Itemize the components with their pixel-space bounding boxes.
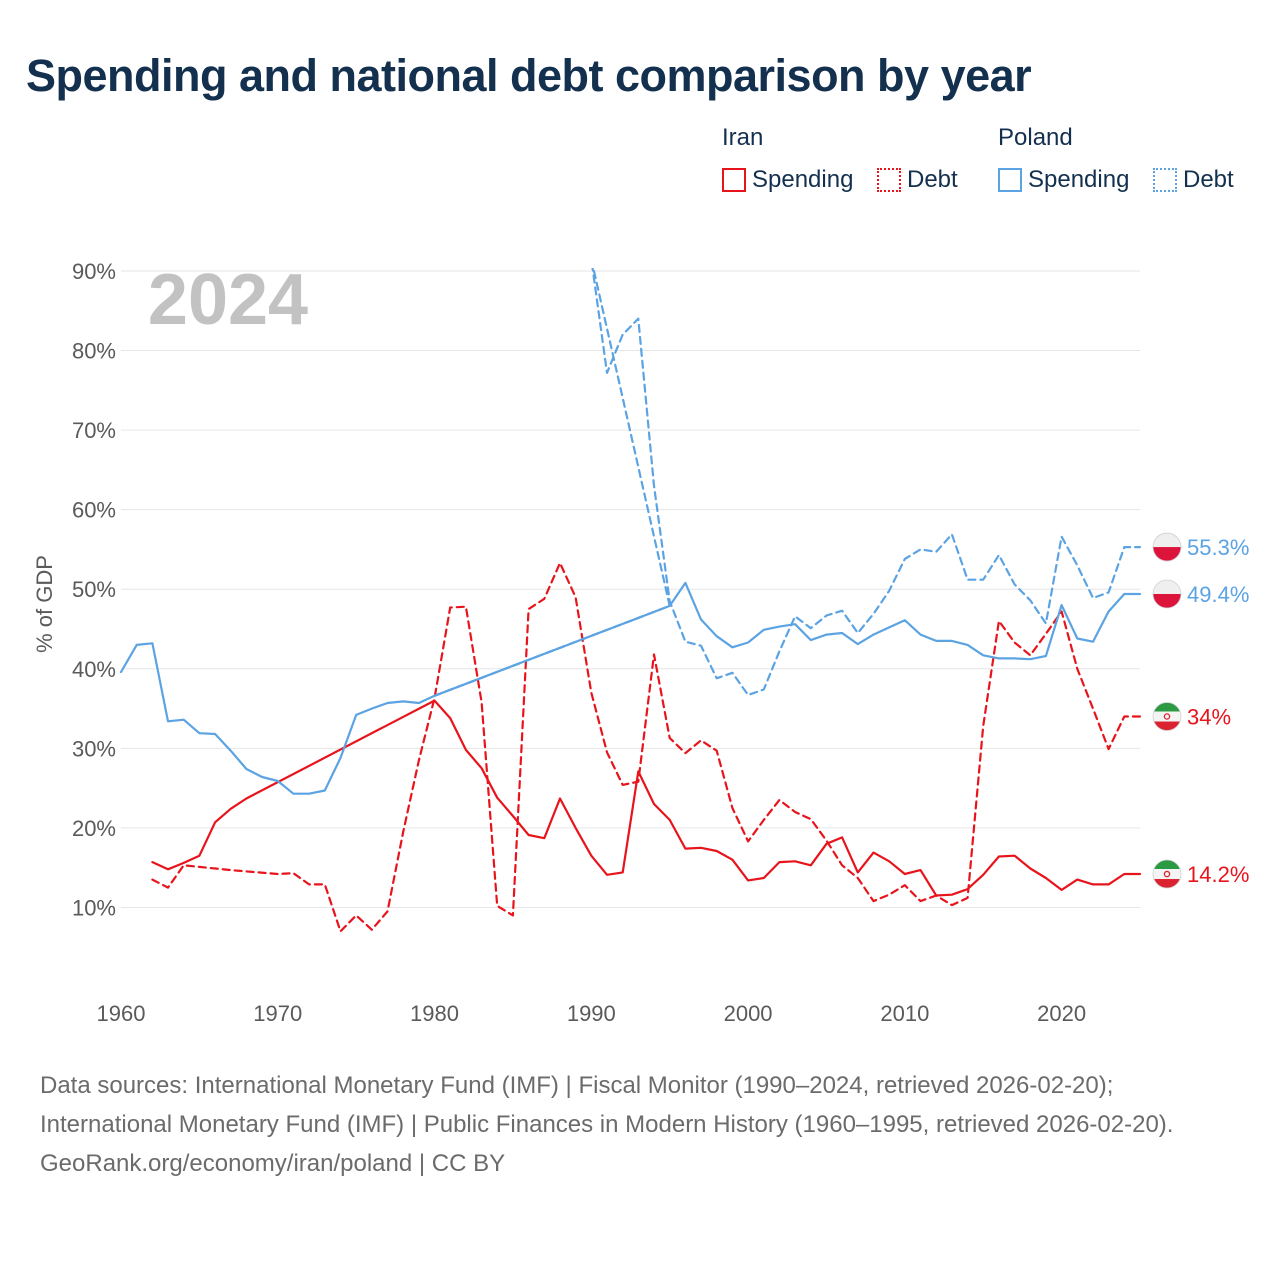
legend-swatch-solid-blue	[998, 168, 1022, 192]
series-line-poland-spending	[119, 581, 1142, 795]
chart-title: Spending and national debt comparison by…	[26, 50, 1032, 101]
x-tick-label: 1970	[253, 1001, 302, 1026]
legend-group-poland: Poland	[998, 124, 1073, 151]
y-tick-label: 40%	[72, 657, 116, 682]
legend-item-poland-spending[interactable]: Spending	[998, 164, 1129, 196]
line-chart: 10% 20% 30% 40% 50% 60% 70% 80% 90% 1960 1970 1980 1…	[32, 259, 1249, 1026]
series-line-iran-spending	[151, 699, 1142, 897]
legend-item-poland-debt[interactable]: Debt	[1153, 164, 1234, 196]
end-value-label: 34%	[1187, 705, 1231, 730]
iran-flag-icon	[1152, 859, 1182, 889]
legend-swatch-dotted-red	[877, 168, 901, 192]
y-tick-label: 50%	[72, 577, 116, 602]
y-tick-label: 10%	[72, 895, 116, 920]
x-tick-label: 2010	[880, 1001, 929, 1026]
end-value-label: 14.2%	[1187, 862, 1249, 887]
legend-swatch-solid-red	[722, 168, 746, 192]
legend-item-iran-spending[interactable]: Spending	[722, 164, 853, 196]
end-value-label: 49.4%	[1187, 582, 1249, 607]
y-tick-label: 90%	[72, 259, 116, 284]
x-tick-label: 1960	[97, 1001, 146, 1026]
year-watermark: 2024	[148, 260, 308, 340]
x-tick-label: 1980	[410, 1001, 459, 1026]
source-citation: Data sources: International Monetary Fun…	[40, 1072, 1174, 1138]
legend-label: Spending	[1028, 166, 1130, 193]
series-line-iran-debt	[151, 561, 1142, 933]
legend-item-iran-debt[interactable]: Debt	[877, 164, 958, 196]
series-line-poland-debt	[433, 268, 1142, 697]
y-tick-label: 80%	[72, 339, 116, 364]
y-tick-label: 30%	[72, 736, 116, 761]
legend-label: Spending	[752, 166, 854, 193]
legend-label: Debt	[1183, 166, 1234, 193]
source-note: Data sources: International Monetary Fun…	[40, 1066, 1240, 1183]
poland-flag-icon	[1152, 532, 1182, 562]
end-value-label: 55.3%	[1187, 535, 1249, 560]
iran-flag-icon	[1152, 702, 1182, 731]
x-tick-label: 2000	[724, 1001, 773, 1026]
y-tick-label: 70%	[72, 418, 116, 443]
x-tick-label: 1990	[567, 1001, 616, 1026]
y-tick-label: 60%	[72, 498, 116, 523]
x-tick-label: 2020	[1037, 1001, 1086, 1026]
source-attribution: GeoRank.org/economy/iran/poland | CC BY	[40, 1150, 506, 1177]
legend-label: Debt	[907, 166, 958, 193]
poland-flag-icon	[1152, 579, 1182, 609]
legend-group-iran: Iran	[722, 124, 764, 151]
y-tick-label: 20%	[72, 816, 116, 841]
y-axis-label: % of GDP	[32, 555, 57, 653]
legend-swatch-dotted-blue	[1153, 168, 1177, 192]
